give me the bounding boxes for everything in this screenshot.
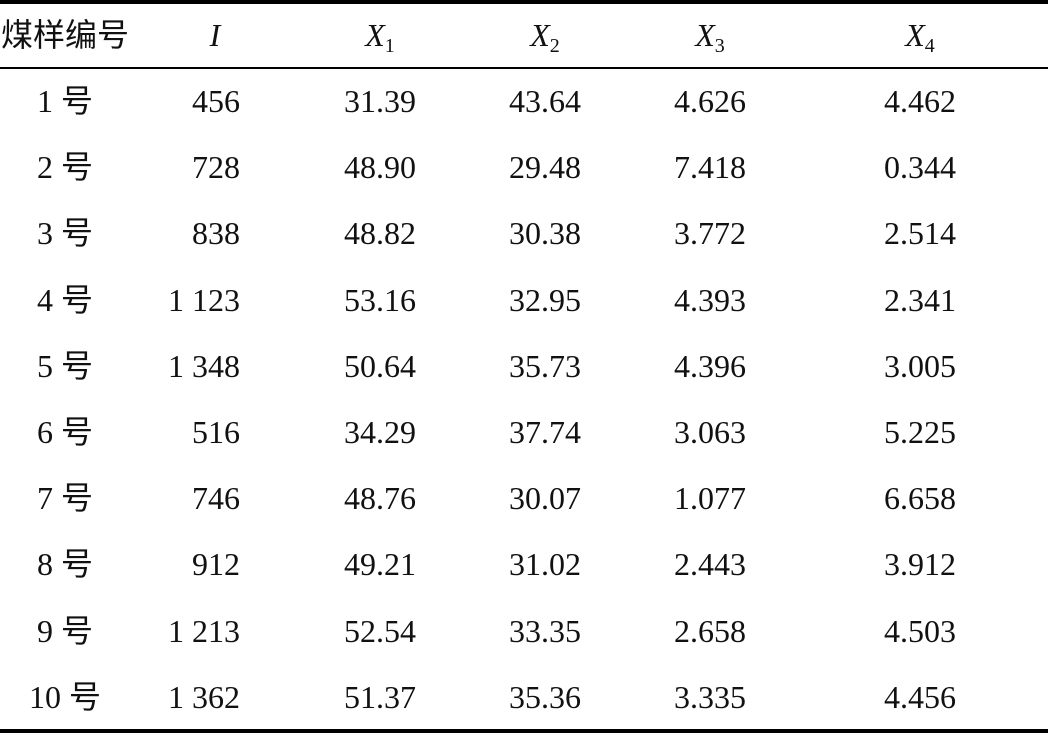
table-cell: 33.35 <box>509 612 581 649</box>
table-cell: 34.29 <box>344 414 416 450</box>
table-cell: 4.462 <box>884 83 956 119</box>
row-label: 1 号 <box>36 83 93 119</box>
header-rule <box>0 67 1048 69</box>
table-cell: 3.772 <box>674 215 746 252</box>
table-cell: 5.225 <box>884 414 956 450</box>
table-cell: 7.418 <box>674 149 746 186</box>
header-text: I <box>209 17 221 53</box>
header-cell: X2 <box>395 15 695 57</box>
header-text: X <box>695 17 715 53</box>
header-cell: X1 <box>230 15 530 57</box>
row-label: 2 号 <box>36 149 93 186</box>
table-cell: 516 <box>192 414 240 450</box>
table-cell: 838 <box>192 215 240 252</box>
header-text: X <box>530 17 550 53</box>
table-cell: 30.07 <box>509 480 581 517</box>
row-label: 10 号 <box>28 678 101 715</box>
table-cell: 728 <box>192 149 240 186</box>
header-cell: X3 <box>560 15 860 57</box>
table-cell: 6.658 <box>884 480 956 517</box>
table-cell: 37.74 <box>509 414 581 450</box>
table-cell: 30.38 <box>509 215 581 252</box>
table-cell: 2.341 <box>884 281 956 318</box>
table-cell: 48.90 <box>344 149 416 186</box>
table-cell: 31.39 <box>344 83 416 119</box>
table-cell: 1 362 <box>168 678 240 715</box>
table-cell: 48.76 <box>344 480 416 517</box>
bottom-rule <box>0 729 1048 733</box>
table-cell: 3.335 <box>674 678 746 715</box>
table-cell: 43.64 <box>509 83 581 119</box>
table-cell: 50.64 <box>344 347 416 384</box>
header-subscript: 1 <box>384 35 395 57</box>
table-cell: 52.54 <box>344 612 416 649</box>
table-cell: 0.344 <box>884 149 956 186</box>
table-cell: 35.73 <box>509 347 581 384</box>
table-cell: 29.48 <box>509 149 581 186</box>
table-cell: 4.626 <box>674 83 746 119</box>
header-subscript: 3 <box>714 35 725 57</box>
table-cell: 48.82 <box>344 215 416 252</box>
table-cell: 2.658 <box>674 612 746 649</box>
table-cell: 4.396 <box>674 347 746 384</box>
top-rule <box>0 0 1048 4</box>
table-cell: 1 213 <box>168 612 240 649</box>
header-subscript: 2 <box>549 35 560 57</box>
table-cell: 3.063 <box>674 414 746 450</box>
row-label: 5 号 <box>36 347 93 384</box>
table-cell: 35.36 <box>509 678 581 715</box>
table-cell: 4.393 <box>674 281 746 318</box>
header-text: 煤样编号 <box>0 17 129 53</box>
table-cell: 4.456 <box>884 678 956 715</box>
table-cell: 4.503 <box>884 612 956 649</box>
table-cell: 2.443 <box>674 546 746 583</box>
table-cell: 49.21 <box>344 546 416 583</box>
header-text: X <box>905 17 925 53</box>
table-cell: 1 348 <box>168 347 240 384</box>
table-cell: 51.37 <box>344 678 416 715</box>
table-cell: 1.077 <box>674 480 746 517</box>
table-cell: 32.95 <box>509 281 581 318</box>
header-cell: 煤样编号 <box>0 15 215 55</box>
row-label: 8 号 <box>36 546 93 583</box>
table-cell: 456 <box>192 83 240 119</box>
row-label: 9 号 <box>36 612 93 649</box>
header-subscript: 4 <box>924 35 935 57</box>
header-cell: I <box>65 15 365 55</box>
table-cell: 746 <box>192 480 240 517</box>
row-label: 4 号 <box>36 281 93 318</box>
table-cell: 31.02 <box>509 546 581 583</box>
table-cell: 3.005 <box>884 347 956 384</box>
table-cell: 912 <box>192 546 240 583</box>
row-label: 3 号 <box>36 215 93 252</box>
table-cell: 53.16 <box>344 281 416 318</box>
header-cell: X4 <box>770 15 1048 57</box>
table-cell: 2.514 <box>884 215 956 252</box>
table-cell: 3.912 <box>884 546 956 583</box>
row-label: 7 号 <box>36 480 93 517</box>
table-cell: 1 123 <box>168 281 240 318</box>
header-text: X <box>365 17 385 53</box>
row-label: 6 号 <box>36 414 93 450</box>
